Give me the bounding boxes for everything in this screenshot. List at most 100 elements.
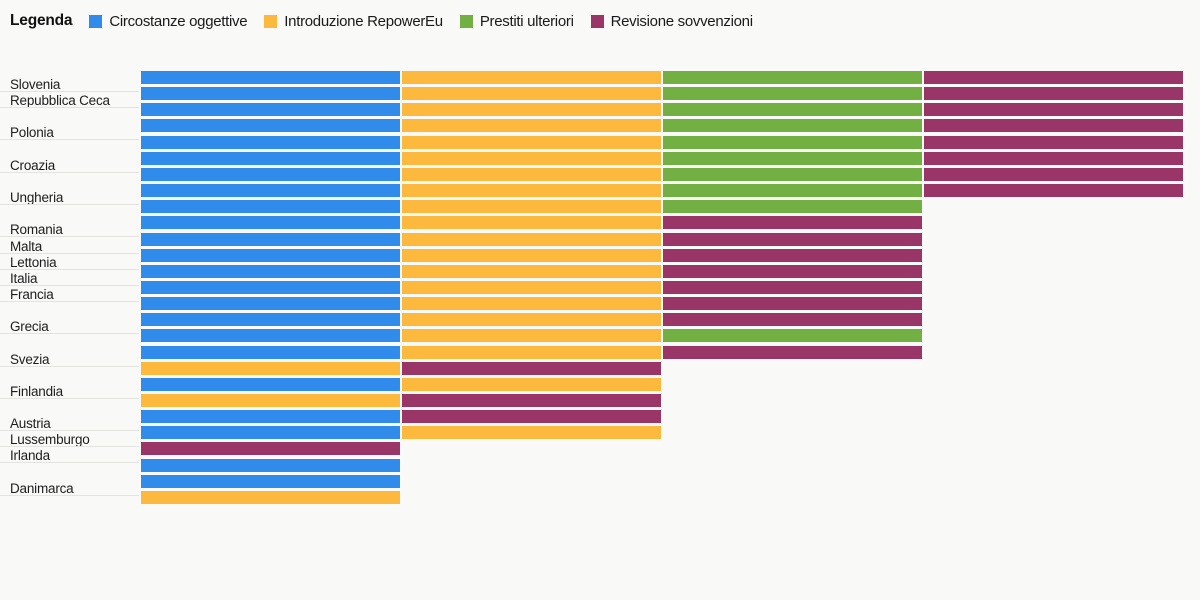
bar-segment [924,136,1183,149]
bar-segment [141,87,400,100]
legend-swatch-icon [590,14,604,28]
bar-segment [402,152,661,165]
bar-segment [924,168,1183,181]
legend: Legenda Circostanze oggettive Introduzion… [10,11,753,31]
gutter-gridline [0,333,139,334]
country-label: Lussemburgo [10,431,90,447]
bar-segment [402,297,661,310]
bar-segment [402,119,661,132]
bar-segment [663,87,922,100]
bar-segment [663,119,922,132]
gutter-gridline [0,285,139,286]
bar-segment [141,216,400,229]
bar-segment [663,103,922,116]
bar-segment [141,136,400,149]
legend-item-label: Revisione sovvenzioni [610,12,753,30]
bar-segment [663,168,922,181]
country-label: Croazia [10,157,56,173]
bar-segment [663,346,922,359]
bar-segment [663,297,922,310]
bar-segment [141,313,400,326]
bar-segment [141,249,400,262]
country-label: Romania [10,221,63,237]
bar-segment [402,87,661,100]
gutter-gridline [0,495,139,496]
bar-segment [663,233,922,246]
bar-segment [141,491,400,504]
gutter-gridline [0,366,139,367]
bar-segment [402,71,661,84]
country-label: Ungheria [10,189,64,205]
legend-item-label: Introduzione RepowerEu [284,12,443,30]
bar-segment [402,200,661,213]
gutter-gridline [0,269,139,270]
gutter-gridline [0,107,139,108]
bar-segment [141,281,400,294]
country-label: Italia [10,270,38,286]
gutter-gridline [0,253,139,254]
gutter-gridline [0,398,139,399]
bar-segment [141,394,400,407]
legend-item-label: Prestiti ulteriori [479,12,574,30]
country-label: Grecia [10,318,49,334]
gutter-gridline [0,301,139,302]
country-label: Slovenia [10,76,61,92]
bar-segment [402,168,661,181]
bar-segment [402,249,661,262]
legend-item: Prestiti ulteriori [459,12,574,30]
bar-segment [402,362,661,375]
bar-segment [141,200,400,213]
bar-segment [663,200,922,213]
bar-segment [663,329,922,342]
bar-segment [924,184,1183,197]
bar-segment [402,184,661,197]
legend-swatch-icon [89,14,103,28]
bar-segment [402,136,661,149]
gutter-gridline [0,236,139,237]
bar-segment [141,265,400,278]
country-label: Malta [10,238,43,254]
bar-segment [141,152,400,165]
legend-item: Introduzione RepowerEu [264,13,443,30]
legend-item: Circostanze oggettive [89,13,248,30]
gutter-gridline [0,446,139,447]
bar-segment [663,265,922,278]
bar-segment [402,233,661,246]
bar-segment [402,329,661,342]
bar-segment [663,136,922,149]
bar-segment [663,184,922,197]
bar-segment [924,103,1183,116]
gutter-gridline [0,139,139,140]
bar-segment [141,184,400,197]
country-label: Danimarca [10,480,74,496]
bar-segment [402,426,661,439]
gutter-gridline [0,204,139,205]
legend-swatch-icon [459,14,473,28]
country-label: Austria [10,415,51,431]
bar-segment [663,152,922,165]
bar-segment [924,71,1183,84]
country-label: Repubblica Ceca [10,92,110,108]
bar-segment [402,281,661,294]
bar-segment [141,378,400,391]
bar-segment [141,233,400,246]
bar-segment [924,87,1183,100]
bar-segment [141,426,400,439]
bar-segment [402,394,661,407]
gutter-gridline [0,462,139,463]
gutter-gridline [0,91,139,92]
bar-segment [141,475,400,488]
country-label: Lettonia [10,254,57,270]
legend-title: Legenda [10,12,73,29]
bar-segment [141,442,400,455]
legend-item: Revisione sovvenzioni [590,12,753,30]
country-label: Polonia [10,124,54,140]
bar-segment [402,103,661,116]
gutter-gridline [0,430,139,431]
bar-segment [924,119,1183,132]
bar-segment [141,71,400,84]
bar-segment [924,152,1183,165]
bar-segment [402,313,661,326]
